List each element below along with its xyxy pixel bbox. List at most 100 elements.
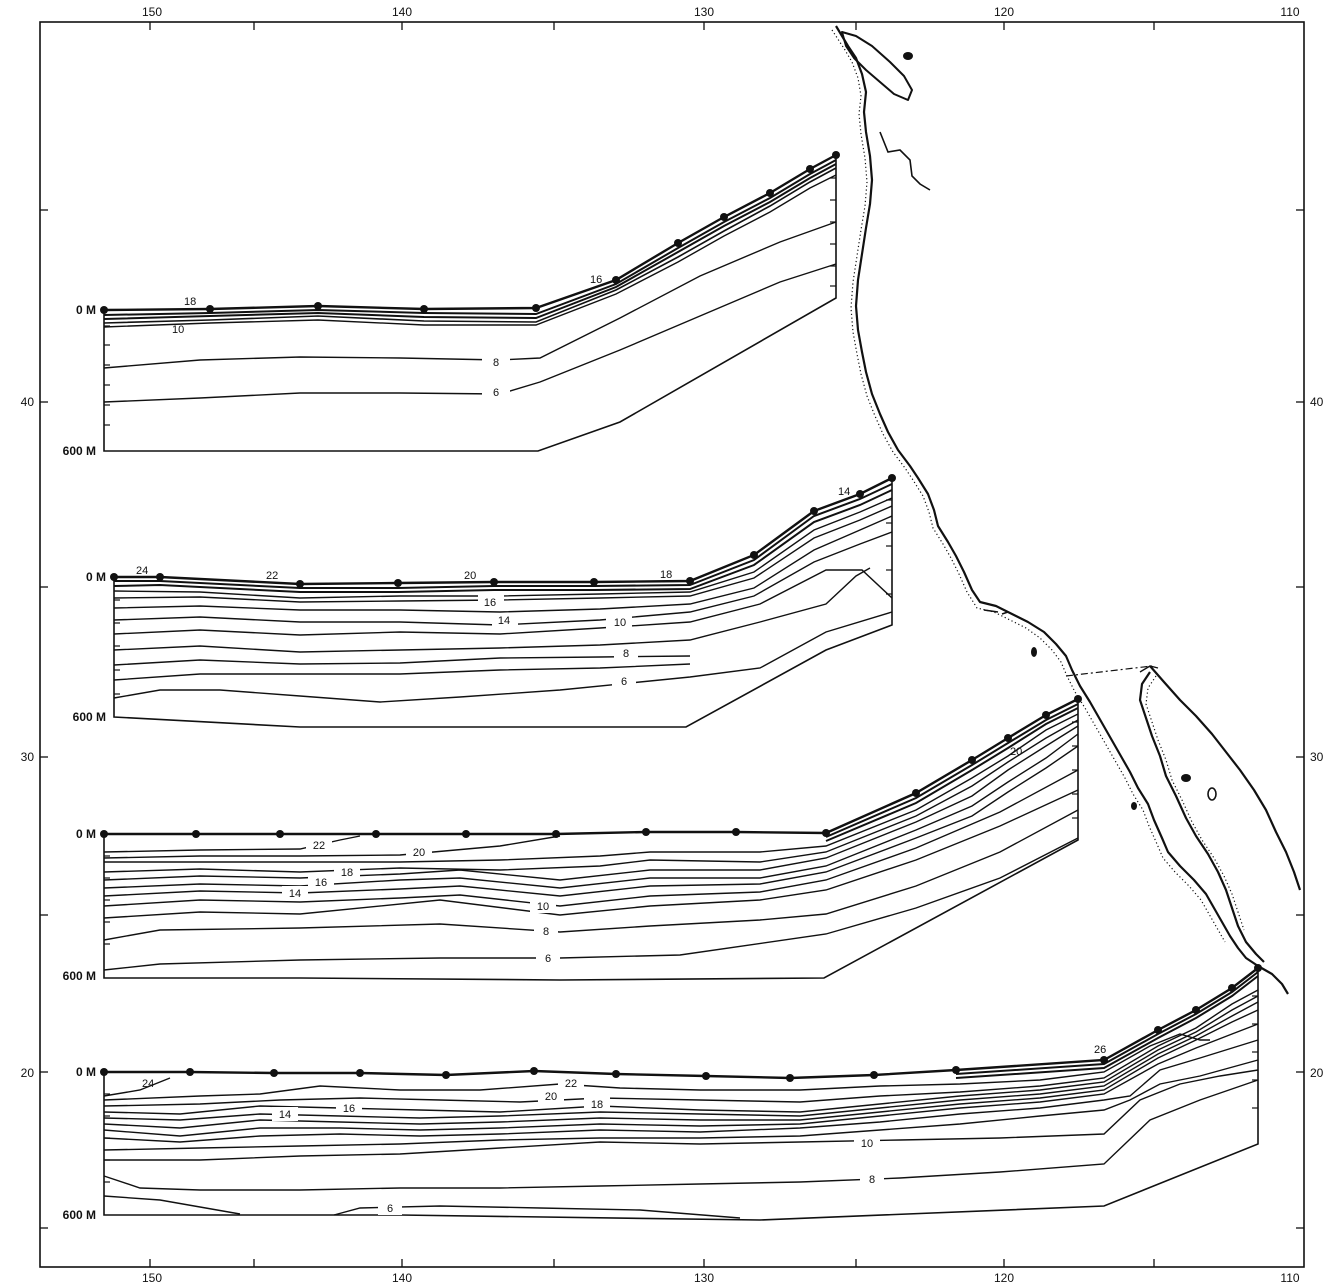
contour-label: 20 (464, 570, 476, 582)
gulf-of-california-head (1139, 665, 1159, 673)
isotherm (103, 1059, 1259, 1151)
contour-label: 6 (387, 1203, 393, 1215)
isotherm (113, 567, 871, 653)
latitude-tick-label: 40 (21, 395, 35, 409)
contour-label: 6 (493, 387, 499, 399)
isotherm (103, 995, 1259, 1115)
isotherm (113, 531, 893, 626)
isotherm (103, 1001, 1259, 1121)
latitude-labels-right: 40 30 20 (1310, 395, 1324, 1080)
isotherm (103, 719, 1079, 873)
island-marker (1131, 802, 1137, 810)
isotherm (955, 975, 1259, 1079)
island-marker (903, 52, 913, 60)
contour-label: 20 (545, 1091, 557, 1103)
temperature-section-4 (100, 964, 1262, 1221)
isotherm (103, 745, 1079, 897)
station-line (104, 967, 1259, 1080)
longitude-tick-label: 110 (1280, 1271, 1299, 1285)
latitude-tick-label: 20 (21, 1066, 35, 1080)
isotherm (103, 1023, 1259, 1137)
contour-label: 24 (136, 565, 148, 577)
isotherm (955, 971, 1259, 1075)
depth-label-top: 0 M (86, 570, 106, 584)
vancouver-island (841, 31, 913, 101)
isotherm (103, 1033, 1210, 1101)
longitude-tick-label: 110 (1280, 5, 1299, 19)
contour-label: 16 (484, 597, 496, 609)
isotherm (103, 733, 1079, 889)
longitude-tick-label: 150 (142, 1271, 162, 1285)
isotherm (103, 989, 1259, 1107)
temperature-section-1 (100, 151, 840, 452)
longitude-tick-label: 120 (994, 1271, 1014, 1285)
isotherm (825, 707, 1079, 842)
section-outline (103, 968, 1259, 1221)
contour-label: 14 (289, 888, 301, 900)
station-markers (100, 964, 1262, 1082)
isotherm (103, 769, 1079, 907)
depth-label-bottom: 600 M (73, 710, 106, 724)
contour-label: 16 (343, 1103, 355, 1115)
baja-stipple (1145, 675, 1245, 931)
isotherm (103, 163, 837, 320)
contour-label: 18 (660, 569, 672, 581)
longitude-labels-top: 150 140 130 120 110 (142, 5, 1300, 19)
isotherm (103, 835, 561, 859)
contour-label: 14 (498, 615, 510, 627)
longitude-tick-label: 140 (392, 1271, 412, 1285)
isotherm (103, 263, 837, 403)
longitude-tick-label: 150 (142, 5, 162, 19)
isotherm (113, 515, 893, 613)
contour-label: 6 (545, 953, 551, 965)
contour-label: 18 (341, 867, 353, 879)
section-outline (103, 155, 837, 452)
isotherm (103, 837, 1079, 971)
longitude-tick-label: 140 (392, 5, 412, 19)
contour-label: 10 (537, 901, 549, 913)
contour-label: 10 (614, 617, 626, 629)
latitude-labels-left: 40 30 20 (21, 395, 35, 1080)
isotherm (103, 1009, 1259, 1129)
isotherm (103, 1077, 171, 1097)
contour-label: 8 (493, 357, 499, 369)
station-markers (110, 474, 896, 588)
station-line (104, 697, 1079, 836)
isotherm (103, 174, 837, 328)
island-marker (1207, 787, 1217, 801)
isotherm (113, 497, 893, 599)
isotherm (113, 663, 691, 681)
isotherm (103, 1039, 1259, 1143)
section-2-labels: 0 M 600 M 24 22 20 18 16 14 10 8 6 14 (73, 486, 851, 724)
longitude-tick-label: 130 (694, 5, 714, 19)
channel-islands (983, 609, 1009, 615)
depth-label-bottom: 600 M (63, 969, 96, 983)
longitude-tick-label: 130 (694, 1271, 714, 1285)
contour-label: 22 (565, 1078, 577, 1090)
contour-label: 16 (590, 274, 602, 286)
contour-label: 14 (279, 1109, 291, 1121)
us-mexico-border (1065, 665, 1153, 677)
station-line (103, 153, 837, 312)
isotherm (113, 489, 893, 593)
isotherm (113, 611, 893, 703)
isotherm (113, 569, 893, 636)
isotherm (103, 1195, 241, 1215)
contour-label: 8 (869, 1174, 875, 1186)
isotherm (113, 505, 893, 603)
isotherm (103, 789, 1079, 919)
depth-label-top: 0 M (76, 827, 96, 841)
island-marker (1181, 774, 1191, 782)
isotherm (103, 167, 837, 324)
depth-label-top: 0 M (76, 303, 96, 317)
isotherm (103, 1079, 1259, 1191)
section-outline (113, 478, 893, 728)
isotherm (104, 1069, 1259, 1161)
contour-label: 18 (184, 296, 196, 308)
island-marker (1031, 647, 1037, 657)
contour-label: 22 (313, 840, 325, 852)
section-1-labels: 0 M 600 M 18 10 8 6 16 (63, 274, 603, 458)
coastline (831, 25, 1302, 995)
section-4-labels: 0 M 600 M 24 22 20 18 16 14 10 8 6 26 (63, 1044, 1107, 1222)
